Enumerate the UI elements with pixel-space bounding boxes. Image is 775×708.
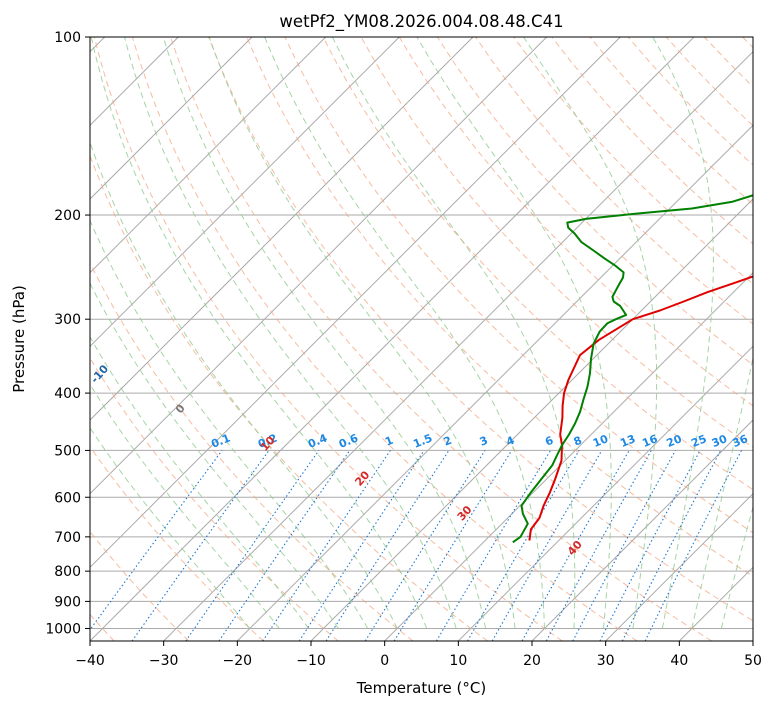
isotherm--80: [90, 37, 400, 348]
dry-adiabat--20: [90, 445, 264, 641]
dry-adiabat-80: [322, 37, 753, 491]
isotherm-0: [384, 271, 753, 641]
x-tick-label--10: −10: [296, 653, 326, 669]
y-tick-label-300: 300: [54, 312, 81, 328]
moist-adiabat-32: [523, 37, 658, 629]
isotherm-30: [605, 492, 753, 641]
y-tick-label-400: 400: [54, 386, 81, 402]
mixing-ratio-label-17: 36: [731, 432, 750, 450]
plot-frame: [89, 36, 754, 642]
mixing-ratio-line-16: [621, 450, 722, 641]
isotherm-10: [457, 345, 753, 641]
x-tick-label-0: 0: [380, 653, 389, 669]
y-tick-label-600: 600: [54, 490, 81, 506]
mixing-ratio-label-7: 3: [478, 434, 490, 449]
isotherm--60: [90, 37, 548, 495]
isotherm--100: [90, 37, 253, 200]
x-tick-label-20: 20: [523, 653, 541, 669]
mixing-ratio-label-16: 30: [710, 432, 729, 450]
x-axis-title: Temperature (°C): [356, 679, 486, 697]
x-tick-label-50: 50: [744, 653, 762, 669]
moist-adiabat-40: [691, 355, 753, 629]
moist-adiabat-8: [124, 37, 457, 629]
series-line-1: [512, 194, 753, 544]
isotherm--90: [90, 37, 327, 274]
isotherm--20: [236, 124, 753, 641]
moist-adiabat-20: [264, 37, 545, 629]
dry-adiabat-20: [93, 37, 563, 641]
profile-series: [512, 194, 753, 544]
dry-adiabat-0: [90, 261, 414, 641]
dry-adiabat--10: [90, 357, 339, 641]
mixing-ratio-line-5: [298, 450, 425, 641]
mixing-ratio-label-15: 25: [689, 432, 708, 450]
moist-adiabat-44: [720, 505, 753, 629]
mixing-ratio-line-1: [131, 450, 270, 641]
mixing-ratio-label-14: 20: [665, 432, 684, 450]
axes: −40 −30 −20 −10 0 10 20 30 40 50 100 200 300 400 500 60…: [45, 30, 762, 669]
y-tick-label-200: 200: [54, 208, 81, 224]
x-tick-label-30: 30: [597, 653, 615, 669]
x-tick-label-40: 40: [670, 653, 688, 669]
chart-title: wetPf2_YM08.2026.004.08.48.C41: [279, 12, 563, 32]
moist-adiabat--4: [90, 219, 369, 629]
isotherm--70: [90, 37, 474, 421]
isotherm--40: [90, 37, 695, 641]
dry-adiabat-130: [513, 37, 753, 285]
moist-adiabat-16: [208, 37, 516, 629]
moist-adiabat--8: [90, 282, 339, 629]
moist-adiabat-36: [652, 37, 714, 629]
mixing-ratio-label-13: 16: [640, 432, 659, 450]
moist-adiabat-4: [90, 37, 428, 629]
dry-adiabat-60: [246, 37, 753, 577]
mixing-ratio-label-12: 13: [618, 432, 637, 450]
moist-adiabat--12: [90, 336, 310, 629]
y-tick-label-900: 900: [54, 594, 81, 610]
moist-adiabat-0: [90, 140, 398, 629]
background-lines: [90, 37, 753, 641]
dry-adiabat-50: [208, 37, 753, 622]
y-tick-label-800: 800: [54, 564, 81, 580]
y-tick-label-100: 100: [54, 30, 81, 46]
mixing-ratio-line-8: [393, 450, 513, 641]
series-line-0: [528, 275, 753, 541]
mixing-ratio-line-0: [90, 450, 223, 631]
mixing-ratio-label-10: 8: [572, 434, 584, 449]
mixing-ratio-label-4: 1: [383, 434, 395, 449]
line-labels: 0.10.20.40.611.52346810131620253036-100-…: [90, 362, 750, 558]
mixing-ratio-line-13: [545, 450, 652, 641]
moist-adiabat-12: [162, 37, 487, 629]
mixing-ratio-line-3: [218, 450, 351, 641]
y-axis-title: Pressure (hPa): [10, 285, 28, 393]
x-tick-label--40: −40: [75, 653, 105, 669]
moist-adiabat--16: [90, 383, 280, 629]
dry-adiabat-40: [170, 37, 712, 641]
mixing-ratio-line-4: [262, 450, 391, 641]
dry-adiabat-70: [284, 37, 753, 534]
x-tick-label--20: −20: [223, 653, 253, 669]
isotherm--50: [90, 37, 621, 569]
moist-adiabat-28: [416, 37, 612, 629]
mixing-ratio-label-11: 10: [591, 432, 610, 450]
x-tick-label--30: −30: [149, 653, 179, 669]
mixing-ratio-label-6: 2: [442, 434, 454, 449]
y-tick-label-1000: 1000: [45, 621, 81, 637]
mixing-ratio-line-6: [325, 450, 450, 641]
isotherm-20: [531, 419, 753, 641]
y-tick-label-500: 500: [54, 443, 81, 459]
mixing-ratio-line-2: [185, 450, 320, 641]
mixing-ratio-line-12: [521, 450, 630, 641]
mixing-ratio-line-14: [572, 450, 676, 641]
isotherm--30: [163, 50, 753, 641]
x-tick-label-10: 10: [449, 653, 467, 669]
moist-adiabat--20: [90, 426, 251, 629]
y-tick-label-700: 700: [54, 530, 81, 546]
dry-adiabat-120: [475, 37, 753, 325]
mixing-ratio-line-17: [644, 450, 742, 641]
